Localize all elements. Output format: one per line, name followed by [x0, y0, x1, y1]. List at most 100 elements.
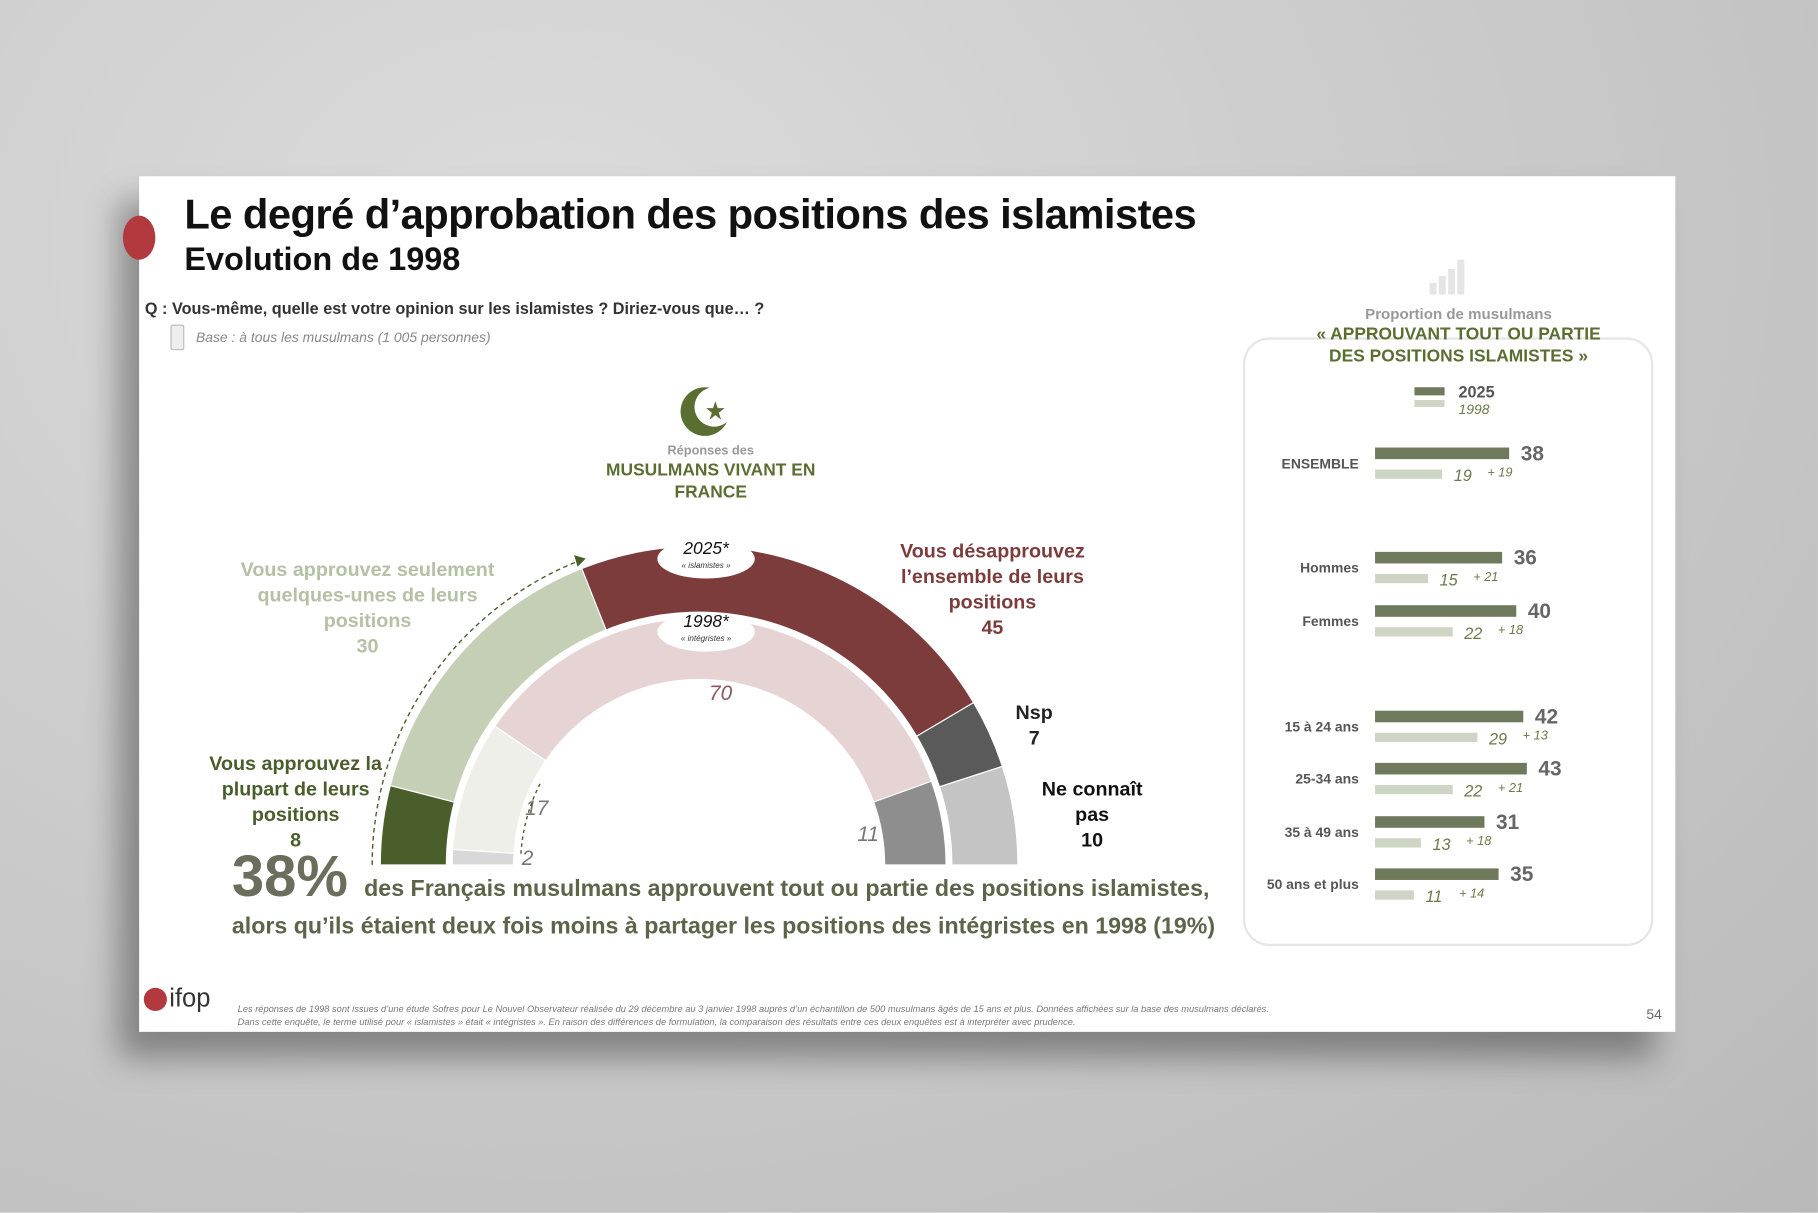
value-label: 38: [1521, 442, 1544, 465]
footnote: Dans cette enquête, le terme utilisé pou…: [237, 1016, 1076, 1028]
ring-name: 2025*: [682, 538, 730, 558]
bar: [1375, 784, 1453, 795]
category-label: 15 à 24 ans: [1285, 719, 1359, 735]
bar: [1375, 710, 1524, 723]
difference-label: + 14: [1459, 885, 1484, 900]
annotation-block: 38% des Français musulmans approuvent tou…: [231, 848, 1252, 945]
category-label: Vous désapprouvez l’ensemble de leurs po…: [877, 539, 1109, 641]
value-label: 30: [356, 635, 379, 658]
bar: [1375, 732, 1478, 743]
category-label: ENSEMBLE: [1282, 455, 1359, 471]
highlight: 38%: [231, 844, 348, 909]
arc-segment: [494, 617, 933, 803]
phone-icon: [170, 324, 185, 351]
difference-label: + 18: [1466, 833, 1492, 848]
value-label: 13: [1433, 836, 1451, 854]
bar: [1375, 573, 1428, 584]
value-label: 70: [709, 682, 733, 705]
category-name: Ne connaît pas: [1041, 777, 1143, 826]
category-label: Hommes: [1300, 560, 1359, 576]
footnotes: Les réponses de 1998 sont issues d’une é…: [238, 1003, 1513, 1029]
logo: ifop: [169, 983, 211, 1013]
bar: [1375, 816, 1485, 828]
legend-label: 1998: [1459, 401, 1490, 417]
question: Q : Vous-même, quelle est votre opinion …: [144, 299, 765, 318]
difference-label: + 21: [1498, 780, 1523, 795]
bar: [1375, 838, 1421, 848]
value-label: 42: [1535, 705, 1558, 728]
chart-subtitle: « APPROUVANT TOUT OU PARTIE DES POSITION…: [1316, 324, 1601, 367]
annotation: des Français musulmans approuvent tout o…: [231, 876, 1216, 940]
charts: 2 17 70 11 2025* « islamistes » 1998* « intégri…: [371, 259, 1654, 947]
category-name: Nsp: [1015, 701, 1053, 724]
base: Base : à tous les musulmans (1 005 perso…: [195, 329, 491, 346]
bar: [1375, 551, 1503, 564]
value-label: 8: [290, 828, 302, 851]
bar: [1375, 868, 1499, 880]
value-label: 11: [1425, 888, 1442, 906]
chart-subtitle: MUSULMANS VIVANT EN FRANCE: [606, 460, 816, 503]
legend-swatch: [1414, 399, 1445, 407]
category-label: 50 ans et plus: [1267, 876, 1359, 892]
category-label: Vous approuvez la plupart de leurs posit…: [209, 751, 383, 853]
bar: [1375, 762, 1527, 775]
panel-frame: [1242, 337, 1654, 947]
value-label: 17: [525, 797, 550, 820]
difference-label: + 19: [1487, 465, 1512, 480]
category-label: Femmes: [1302, 613, 1359, 629]
value-label: 45: [981, 616, 1004, 639]
chart-icon: [1429, 259, 1465, 295]
category-name: Vous approuvez la plupart de leurs posit…: [209, 752, 382, 826]
bar: [1375, 447, 1510, 460]
category-name: Vous désapprouvez l’ensemble de leurs po…: [900, 540, 1085, 614]
difference-label: + 21: [1473, 569, 1498, 584]
ring-pill: [657, 612, 755, 652]
value-label: 15: [1440, 571, 1459, 589]
crescent-icon: [680, 387, 734, 436]
category-label: Vous approuvez seulement quelques-unes d…: [223, 558, 513, 660]
bar: [1375, 890, 1414, 900]
ring-name: 1998*: [683, 611, 730, 631]
chart-title: Réponses des: [667, 444, 754, 458]
page-number: 54: [1646, 1006, 1662, 1023]
value-label: 10: [1081, 828, 1104, 851]
category-label: Ne connaît pas 10: [1028, 777, 1156, 854]
arc-segment: [938, 765, 1019, 866]
logo-mark: [143, 987, 167, 1011]
ring-label: « islamistes »: [682, 561, 732, 570]
difference-label: + 13: [1523, 728, 1548, 743]
slide: Le degré d’approbation des positions des…: [122, 176, 1676, 1032]
value-label: 22: [1463, 783, 1482, 801]
value-label: 43: [1538, 758, 1561, 781]
value-label: 22: [1463, 625, 1482, 643]
category-name: Vous approuvez seulement quelques-unes d…: [240, 558, 495, 632]
trend-arrow: [371, 560, 580, 865]
value-label: 36: [1514, 547, 1537, 570]
value-label: 7: [1028, 726, 1040, 749]
difference-label: + 18: [1498, 622, 1524, 637]
ring-pill: [657, 539, 755, 579]
slide-subtitle: Evolution de 1998: [184, 241, 461, 278]
accent-dot: [122, 215, 156, 260]
trend-arrow: [520, 783, 541, 854]
value-label: 35: [1510, 863, 1534, 886]
footnote: Les réponses de 1998 sont issues d’une é…: [237, 1004, 1269, 1015]
bar: [1375, 627, 1453, 637]
value-label: 40: [1528, 600, 1551, 623]
category-label: 25-34 ans: [1295, 771, 1359, 787]
category-label: Nsp 7: [988, 700, 1081, 751]
chart-title: Proportion de musulmans: [1365, 304, 1552, 323]
arc-segment: [872, 780, 947, 866]
legend-label: 2025: [1459, 384, 1495, 402]
legend-swatch: [1414, 387, 1445, 396]
slide-title: Le degré d’approbation des positions des…: [184, 190, 1197, 238]
value-label: 11: [857, 823, 879, 846]
value-label: 2: [521, 847, 534, 870]
category-label: 35 à 49 ans: [1285, 824, 1359, 840]
value-label: 19: [1454, 467, 1472, 485]
value-label: 31: [1496, 811, 1520, 834]
arrow-head: [574, 555, 586, 567]
ring-label: « intégristes »: [681, 634, 732, 643]
bar: [1375, 605, 1517, 617]
